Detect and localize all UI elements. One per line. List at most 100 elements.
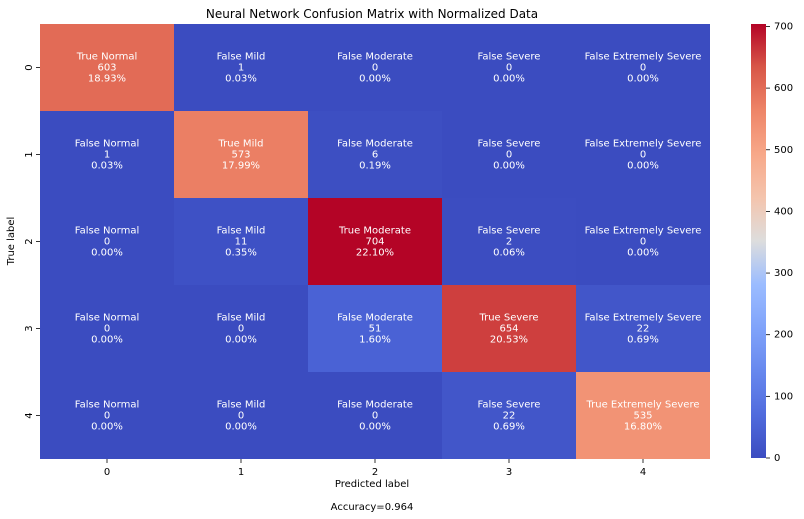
cell-category-label: True Extremely Severe xyxy=(585,400,699,411)
y-tick-label: 0 xyxy=(24,64,35,70)
cell-percent-label: 20.53% xyxy=(490,335,528,346)
cell-category-label: False Normal xyxy=(75,400,139,411)
cell-category-label: False Moderate xyxy=(337,400,413,411)
cell-count-label: 0 xyxy=(640,63,646,74)
cell-count-label: 51 xyxy=(369,324,382,335)
cell-percent-label: 0.06% xyxy=(493,248,525,259)
cell-percent-label: 1.60% xyxy=(359,335,391,346)
cell-category-label: False Normal xyxy=(75,226,139,237)
y-tick-label: 3 xyxy=(24,325,35,331)
cell-count-label: 0 xyxy=(640,150,646,161)
cell-count-label: 0 xyxy=(372,411,378,422)
cell-percent-label: 0.00% xyxy=(627,74,659,85)
cell-percent-label: 22.10% xyxy=(356,248,394,259)
cell-count-label: 0 xyxy=(104,237,110,248)
colorbar-tick-label: 600 xyxy=(774,83,793,94)
cell-percent-label: 16.80% xyxy=(624,422,662,433)
heatmap-cell xyxy=(174,372,308,459)
cell-percent-label: 0.03% xyxy=(225,74,257,85)
cell-category-label: False Normal xyxy=(75,313,139,324)
cell-count-label: 654 xyxy=(499,324,518,335)
cell-category-label: False Mild xyxy=(217,52,266,63)
heatmap-cell xyxy=(576,372,710,459)
cell-percent-label: 0.69% xyxy=(493,422,525,433)
cell-count-label: 0 xyxy=(238,324,244,335)
heatmap-cell xyxy=(174,198,308,285)
cell-category-label: False Normal xyxy=(75,139,139,150)
cell-count-label: 0 xyxy=(372,63,378,74)
cell-count-label: 2 xyxy=(506,237,512,248)
heatmap-cell xyxy=(442,198,576,285)
cell-count-label: 0 xyxy=(104,324,110,335)
cell-percent-label: 0.69% xyxy=(627,335,659,346)
cell-category-label: False Severe xyxy=(478,52,541,63)
cell-percent-label: 0.35% xyxy=(225,248,257,259)
cell-percent-label: 17.99% xyxy=(222,161,260,172)
cell-percent-label: 0.00% xyxy=(627,248,659,259)
cell-percent-label: 0.00% xyxy=(91,422,123,433)
heatmap-cell xyxy=(174,111,308,198)
cell-category-label: False Severe xyxy=(478,226,541,237)
cell-percent-label: 0.00% xyxy=(359,422,391,433)
x-tick-label: 2 xyxy=(372,467,378,478)
heatmap-cell xyxy=(308,372,442,459)
heatmap-cell xyxy=(308,285,442,372)
cell-percent-label: 0.19% xyxy=(359,161,391,172)
heatmap-cell xyxy=(576,198,710,285)
colorbar-tick-label: 400 xyxy=(774,206,793,217)
cell-percent-label: 0.00% xyxy=(493,161,525,172)
cell-count-label: 0 xyxy=(506,150,512,161)
cell-count-label: 1 xyxy=(238,63,244,74)
cell-count-label: 573 xyxy=(231,150,250,161)
cell-category-label: False Mild xyxy=(217,226,266,237)
cell-count-label: 0 xyxy=(104,411,110,422)
heatmap-cell xyxy=(308,111,442,198)
cell-percent-label: 0.00% xyxy=(493,74,525,85)
y-tick-label: 4 xyxy=(24,412,35,418)
cell-category-label: False Moderate xyxy=(337,52,413,63)
cell-percent-label: 0.00% xyxy=(627,161,659,172)
heatmap-cell xyxy=(40,111,174,198)
cell-percent-label: 0.00% xyxy=(91,248,123,259)
chart-title: Neural Network Confusion Matrix with Nor… xyxy=(206,7,538,21)
x-axis-label: Predicted label xyxy=(335,479,409,490)
cell-percent-label: 0.00% xyxy=(91,335,123,346)
heatmap-cell xyxy=(576,111,710,198)
colorbar-tick-label: 500 xyxy=(774,145,793,156)
heatmap-cell xyxy=(40,285,174,372)
cell-category-label: False Mild xyxy=(217,400,266,411)
accuracy-footer: Accuracy=0.964 xyxy=(331,502,414,513)
heatmap-cell xyxy=(40,198,174,285)
heatmap-cell xyxy=(40,372,174,459)
colorbar-tick-label: 200 xyxy=(774,330,793,341)
cell-count-label: 0 xyxy=(506,63,512,74)
cell-category-label: False Severe xyxy=(478,139,541,150)
cell-count-label: 22 xyxy=(503,411,516,422)
cell-category-label: False Extremely Severe xyxy=(585,226,702,237)
cell-count-label: 0 xyxy=(238,411,244,422)
cell-category-label: False Extremely Severe xyxy=(585,139,702,150)
y-axis-label: True label xyxy=(6,217,17,267)
colorbar-tick-label: 0 xyxy=(774,453,780,464)
cell-count-label: 6 xyxy=(372,150,378,161)
cell-category-label: True Moderate xyxy=(338,226,411,237)
x-tick-label: 4 xyxy=(640,467,646,478)
cell-percent-label: 18.93% xyxy=(88,74,126,85)
cell-count-label: 535 xyxy=(633,411,652,422)
x-axis-ticks: 0 1 2 3 4 xyxy=(104,459,646,478)
heatmap-cell xyxy=(308,24,442,111)
cell-category-label: False Moderate xyxy=(337,313,413,324)
cell-percent-label: 0.03% xyxy=(91,161,123,172)
cell-count-label: 1 xyxy=(104,150,110,161)
heatmap-cell xyxy=(442,285,576,372)
colorbar-ticks: 0 100 200 300 400 500 600 700 xyxy=(766,21,793,464)
heatmap-cell xyxy=(442,372,576,459)
cell-category-label: False Extremely Severe xyxy=(585,313,702,324)
x-tick-label: 0 xyxy=(104,467,110,478)
cell-percent-label: 0.00% xyxy=(225,422,257,433)
cell-category-label: False Severe xyxy=(478,400,541,411)
y-axis-ticks: 0 1 2 3 4 xyxy=(24,64,40,419)
y-tick-label: 1 xyxy=(24,151,35,157)
